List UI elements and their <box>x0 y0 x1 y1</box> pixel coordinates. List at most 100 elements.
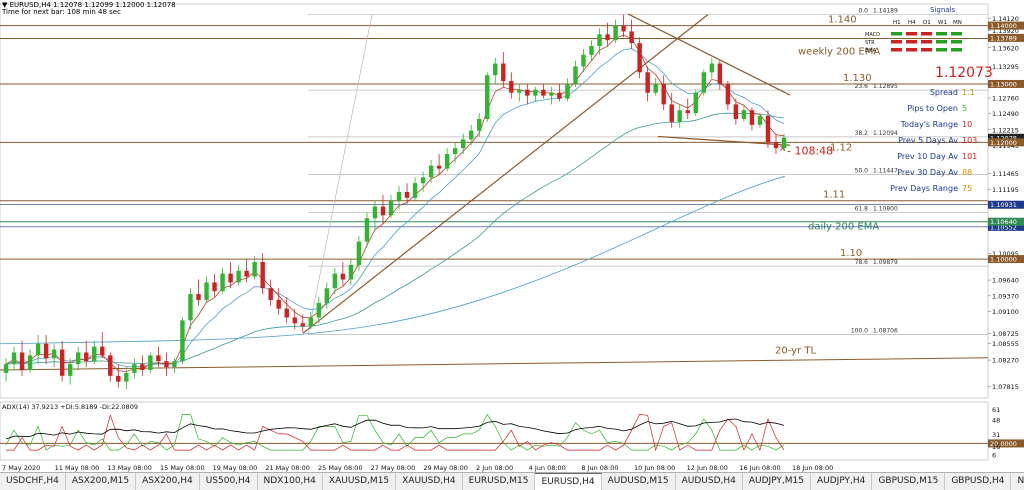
signal-cell-red <box>921 48 932 52</box>
bull-candle <box>51 349 57 359</box>
bull-candle <box>677 110 682 122</box>
signal-cell-red <box>921 40 932 44</box>
time-label: 7 May 2020 <box>2 464 40 472</box>
fib-level-label: 38.2 <box>855 130 869 137</box>
price-badge-label: 1.10640 <box>990 218 1017 226</box>
price-tick-label: 1.07815 <box>992 383 1019 391</box>
adx-tick-label: 31 <box>992 431 1000 439</box>
bull-candle <box>741 110 747 119</box>
price-badge-label: 1.12078 <box>990 134 1017 142</box>
ema-slow-line <box>5 112 785 365</box>
bull-candle <box>348 264 354 280</box>
bull-candle <box>468 130 474 140</box>
level-label: 1.10 <box>840 248 862 259</box>
chart-tab[interactable]: ASX200,M15 <box>66 473 137 490</box>
price-badge-label: 1.12000 <box>990 139 1017 147</box>
uptrend-line <box>302 14 709 334</box>
indicator-pane-frame <box>0 401 989 461</box>
signals-column-label: H4 <box>908 20 916 26</box>
bull-candle <box>308 317 313 327</box>
bear-candle <box>228 273 233 283</box>
bear-candle <box>436 165 442 169</box>
price-badge-label: 1.10000 <box>990 256 1017 264</box>
price-tick-label: 1.11195 <box>992 186 1019 194</box>
bull-candle <box>460 139 466 149</box>
bear-candle <box>669 104 674 122</box>
chart-tab[interactable]: ASX200,H4 <box>136 473 200 490</box>
chart-tab[interactable]: EURUSD,H4 <box>535 473 602 490</box>
fib-price-label: 1.12895 <box>873 83 898 90</box>
signal-cell-red <box>906 48 917 52</box>
signal-cell-red <box>906 32 917 36</box>
fib-level-label: 23.6 <box>855 83 869 90</box>
signals-title: Signals <box>930 6 956 14</box>
bear-candle <box>284 308 289 318</box>
price-tick-label: 1.12760 <box>992 94 1019 102</box>
bear-candle <box>59 349 65 376</box>
bar-timer: Time for next bar: 108 min 48 sec <box>1 8 121 16</box>
signal-cell-green <box>936 48 947 52</box>
chart-tab[interactable]: NZDUSD,M15 <box>1011 473 1024 490</box>
bull-candle <box>75 352 81 365</box>
price-tick-label: 1.12490 <box>992 110 1019 118</box>
bull-candle <box>132 364 137 373</box>
price-badge <box>988 33 1024 42</box>
chart-tab[interactable]: XAUUSD,H4 <box>396 473 463 490</box>
time-label: 25 May 08:00 <box>318 464 363 472</box>
price-badge <box>988 133 1024 142</box>
price-tick-label: 1.13620 <box>992 44 1019 52</box>
time-label: 27 May 08:00 <box>371 464 416 472</box>
level-label: weekly 200 EMA <box>798 46 880 57</box>
price-tick-label: 1.08555 <box>992 340 1019 348</box>
stat-label: Prev Days Range <box>890 184 958 193</box>
price-tick-label: 1.09100 <box>992 308 1019 316</box>
chart-tab[interactable]: AUDUSD,H4 <box>676 473 743 490</box>
chart-tab[interactable]: GBPUSD,M15 <box>872 473 946 490</box>
chart-tab[interactable]: US500,H4 <box>200 473 258 490</box>
signals-column-label: H1 <box>893 20 901 26</box>
chart-tab[interactable]: AUDJPY,M15 <box>743 473 811 490</box>
bull-candle <box>781 137 787 149</box>
time-label: 21 May 08:00 <box>265 464 310 472</box>
chart-tab[interactable]: AUDUSD,M15 <box>602 473 676 490</box>
signal-cell-green <box>936 32 947 36</box>
stat-label: Spread <box>930 88 958 97</box>
price-badge <box>988 200 1024 209</box>
chart-tab[interactable]: XAUUSD,M15 <box>323 473 397 490</box>
signal-cell-red <box>906 40 917 44</box>
fib-level-label: 100.0 <box>851 328 868 335</box>
trendline-label: 20-yr TL <box>775 346 816 357</box>
adx-indicator: ADX(14) 37.9213 +DI:5.8189 -DI:22.0809 61… <box>0 403 1024 460</box>
chart-tab[interactable]: GBPUSD,H4 <box>945 473 1012 490</box>
bull-candle <box>180 320 185 362</box>
bull-candle <box>188 294 193 321</box>
bull-candle <box>549 92 554 96</box>
bull-candle <box>597 34 602 47</box>
price-tick-label: 1.09370 <box>992 292 1019 300</box>
fib-anchor-line <box>307 14 373 335</box>
ema-fast-line <box>5 34 785 372</box>
bear-candle <box>629 31 634 44</box>
bull-candle <box>332 273 338 289</box>
bull-candle <box>693 92 698 114</box>
chart-tab[interactable]: NDX100,H4 <box>258 473 323 490</box>
chart-tab[interactable]: EURUSD,M15 <box>463 473 536 490</box>
fib-level-label: 50.0 <box>855 168 869 175</box>
signal-cell-red <box>891 40 902 44</box>
bull-candle <box>565 83 570 99</box>
signal-cell-green <box>936 40 947 44</box>
bear-candle <box>100 346 105 356</box>
bear-candle <box>196 294 201 300</box>
bear-candle <box>156 355 161 362</box>
bull-candle <box>3 364 9 373</box>
fib-price-label: 1.08706 <box>873 328 898 335</box>
bull-candle <box>589 46 594 55</box>
chart-tab[interactable]: AUDJPY,H4 <box>811 473 873 490</box>
bear-candle <box>212 282 217 292</box>
chart-tab[interactable]: USDCHF,H4 <box>0 473 66 490</box>
bull-candle <box>493 63 498 76</box>
stat-label: Prev 30 Day Av <box>897 168 958 177</box>
time-label: 16 Jun 08:00 <box>739 464 780 472</box>
signal-cell-green <box>951 48 962 52</box>
price-tick-label: 1.14120 <box>992 15 1019 23</box>
